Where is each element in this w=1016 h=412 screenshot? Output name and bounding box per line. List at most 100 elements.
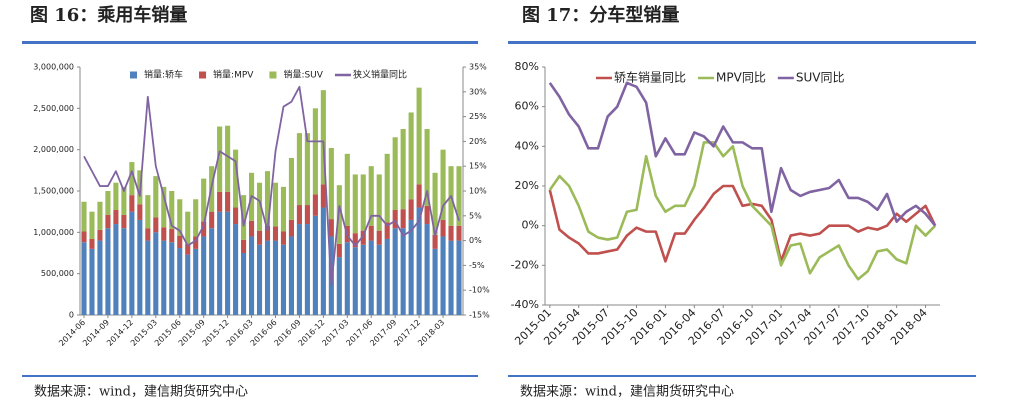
bar-segment bbox=[304, 133, 310, 206]
bar-segment bbox=[320, 184, 326, 208]
bar-segment bbox=[169, 242, 175, 315]
bar-segment bbox=[217, 191, 223, 212]
bar-segment bbox=[241, 239, 247, 253]
bar-segment bbox=[145, 240, 151, 315]
bar-segment bbox=[424, 129, 430, 206]
bar-segment bbox=[408, 112, 414, 200]
bar-segment bbox=[360, 244, 366, 315]
bar-segment bbox=[121, 186, 127, 215]
bar-segment bbox=[368, 240, 374, 315]
y-tick-label: 1,000,000 bbox=[33, 228, 74, 237]
y-tick-label: 1,500,000 bbox=[33, 187, 74, 196]
bar-segment bbox=[336, 257, 342, 315]
bar-segment bbox=[272, 182, 279, 227]
legend-label: MPV同比 bbox=[716, 71, 766, 85]
bar-segment bbox=[296, 133, 302, 206]
bar-segment bbox=[161, 227, 167, 241]
y-tick-label: 3,000,000 bbox=[33, 63, 74, 72]
bar-segment bbox=[392, 137, 398, 211]
bar-segment bbox=[440, 236, 446, 315]
bar-segment bbox=[256, 182, 263, 231]
legend-swatch bbox=[130, 71, 137, 79]
y-tick-label: -20% bbox=[511, 258, 539, 271]
bar-segment bbox=[209, 228, 215, 315]
bar-segment bbox=[105, 228, 111, 315]
bar-segment bbox=[360, 230, 366, 245]
y-tick-label: 60% bbox=[515, 100, 539, 113]
bar-segment bbox=[328, 148, 334, 220]
header-rule bbox=[22, 41, 478, 44]
footer-rule bbox=[22, 375, 478, 377]
legend-swatch bbox=[269, 71, 277, 79]
bar-segment bbox=[89, 248, 95, 315]
bar-segment bbox=[408, 219, 414, 315]
legend-label: 狭义销量同比 bbox=[353, 69, 407, 81]
bar-segment bbox=[392, 228, 398, 315]
y2-tick-label: -10% bbox=[469, 286, 490, 295]
source-note: 数据来源：wind，建信期货研究中心 bbox=[34, 384, 248, 400]
footer-rule bbox=[508, 375, 976, 377]
bar-segment bbox=[280, 186, 287, 232]
bar-segment bbox=[113, 210, 119, 225]
bar-segment bbox=[248, 236, 255, 315]
y2-tick-label: 20% bbox=[469, 137, 487, 146]
bar-segment bbox=[360, 174, 366, 231]
bar-segment bbox=[145, 228, 151, 241]
bar-segment bbox=[368, 225, 374, 241]
bar-segment bbox=[352, 233, 358, 248]
y-tick-label: 20% bbox=[515, 179, 539, 192]
y2-tick-label: -15% bbox=[469, 311, 490, 320]
legend-label: 销量:MPV bbox=[213, 69, 254, 81]
bar-segment bbox=[137, 204, 143, 220]
bar-segment bbox=[169, 229, 175, 243]
line-series bbox=[548, 141, 937, 281]
y-tick-label: 2,500,000 bbox=[33, 104, 74, 113]
bar-segment bbox=[304, 205, 310, 225]
chart-title: 图 16：乘用车销量 bbox=[30, 4, 187, 26]
bar-segment bbox=[177, 235, 183, 249]
legend-label: 销量:轿车 bbox=[144, 69, 183, 81]
bar-segment bbox=[153, 217, 159, 233]
bar-segment bbox=[280, 231, 287, 245]
bar-segment bbox=[456, 225, 462, 241]
legend-label: 销量:SUV bbox=[283, 69, 323, 81]
y-tick-label: 0 bbox=[69, 311, 74, 320]
bar-segment bbox=[432, 234, 438, 249]
bar-segment bbox=[161, 186, 167, 228]
bar-segment bbox=[384, 238, 390, 315]
bar-segment bbox=[217, 211, 223, 315]
bar-segment bbox=[225, 211, 231, 315]
bar-segment bbox=[440, 219, 446, 237]
bar-segment bbox=[193, 248, 199, 315]
chart-title: 图 17：分车型销量 bbox=[522, 4, 679, 26]
bar-segment bbox=[392, 210, 398, 229]
bar-segment bbox=[272, 240, 279, 315]
bar-segment bbox=[456, 240, 462, 315]
bar-segment bbox=[304, 224, 310, 315]
y2-tick-label: 5% bbox=[469, 211, 482, 220]
bar-segment bbox=[344, 242, 350, 315]
bar-segment bbox=[432, 248, 438, 315]
y-tick-label: 500,000 bbox=[41, 269, 74, 278]
bar-segment bbox=[416, 207, 422, 315]
bar-segment bbox=[384, 222, 390, 239]
bar-segment bbox=[185, 254, 191, 315]
bar-segment bbox=[233, 149, 239, 208]
bar-segment bbox=[177, 199, 183, 236]
line-series bbox=[548, 81, 937, 227]
bar-segment bbox=[241, 253, 247, 315]
y2-tick-label: 0% bbox=[469, 236, 482, 245]
bar-segment bbox=[432, 172, 438, 235]
y-tick-label: 80% bbox=[515, 60, 539, 73]
bar-segment bbox=[161, 240, 167, 315]
bar-segment bbox=[113, 224, 119, 315]
bar-segment bbox=[193, 199, 199, 237]
bar-segment bbox=[185, 211, 191, 244]
bar-segment bbox=[424, 205, 430, 225]
bar-segment bbox=[201, 236, 207, 315]
bar-segment bbox=[448, 240, 454, 315]
bar-segment bbox=[105, 191, 111, 215]
bar-segment bbox=[288, 157, 295, 220]
bar-segment bbox=[145, 195, 151, 229]
